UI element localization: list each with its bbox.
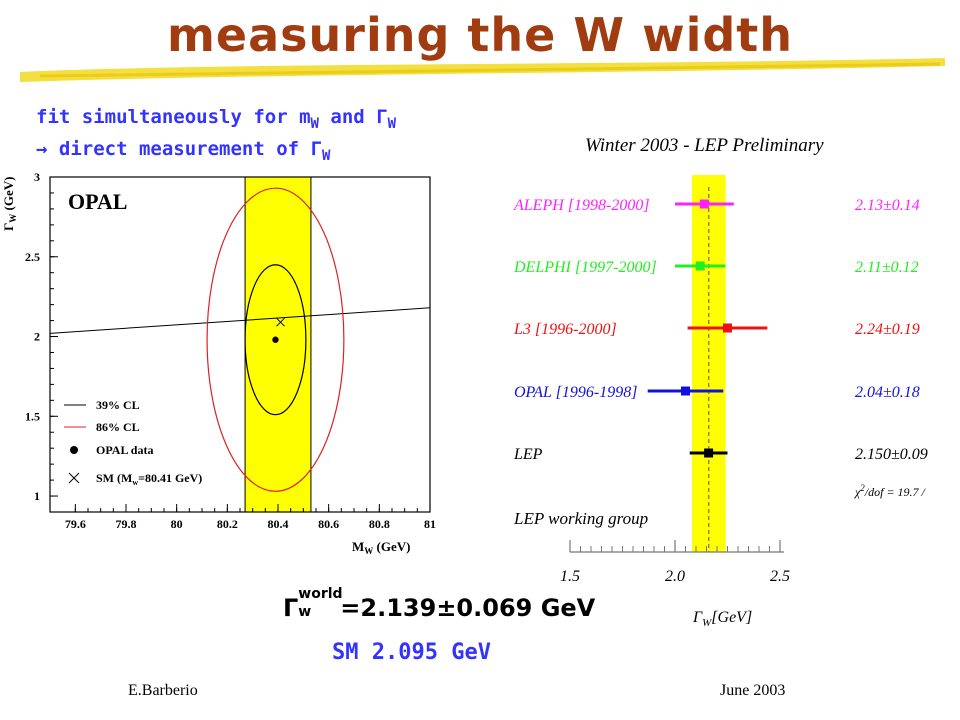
lep-entry-label: OPAL [1996-1998] bbox=[514, 384, 637, 401]
lep-entry-value: 2.13±0.14 bbox=[855, 197, 920, 214]
opal-y-tick-label: 2.5 bbox=[25, 250, 40, 264]
opal-frame bbox=[49, 176, 431, 513]
legend-sm-cross-b bbox=[68, 472, 80, 484]
opal-xlabel-main: M bbox=[352, 539, 364, 554]
gamma-world-value: =2.139±0.069 GeV bbox=[340, 594, 596, 622]
lep-entry-value: 2.11±0.12 bbox=[855, 259, 919, 276]
legend-data-dot bbox=[70, 446, 78, 454]
footer-date: June 2003 bbox=[720, 682, 786, 699]
sm-prediction: SM 2.095 GeV bbox=[332, 640, 491, 665]
opal-x-tick-label: 79.8 bbox=[116, 517, 137, 531]
opal-x-tick-label: 80.2 bbox=[217, 517, 238, 531]
legend-39-label: 39% CL bbox=[96, 398, 140, 412]
lep-footnote: LEP working group bbox=[513, 509, 648, 528]
lep-entries: ALEPH [1998-2000] 2.13±0.14 DELPHI [1997-2… bbox=[513, 197, 928, 463]
fit-line1-gamma-sub: W bbox=[387, 115, 397, 132]
lep-x-tick-label: 2.5 bbox=[770, 568, 790, 585]
lep-entry-marker bbox=[723, 323, 732, 333]
footer-author: E.Barberio bbox=[128, 682, 198, 699]
opal-ylabel-main: Γ bbox=[1, 223, 16, 231]
lep-chi2-sup: 2 bbox=[860, 483, 865, 493]
opal-x-tick-label: 80 bbox=[171, 517, 183, 531]
legend-data-label: OPAL data bbox=[96, 443, 153, 457]
opal-legend: 39% CL 86% CL OPAL data SM (Mw=80.41 GeV… bbox=[64, 398, 202, 487]
fit-line1-sub: W bbox=[310, 115, 319, 132]
opal-ylabel-unit: (GeV) bbox=[1, 177, 16, 214]
lep-entry-label: ALEPH [1998-2000] bbox=[513, 197, 650, 214]
lep-entry-value: 2.150±0.091 bbox=[855, 446, 928, 463]
opal-x-tick-label: 80.4 bbox=[268, 517, 289, 531]
opal-contour-86 bbox=[206, 187, 345, 492]
fit-line-1: fit simultaneously for mW and ΓW bbox=[36, 106, 396, 132]
lep-entry-label: LEP bbox=[513, 446, 543, 463]
lep-entry-marker bbox=[681, 386, 690, 396]
legend-sm-label: SM (Mw=80.41 GeV) bbox=[96, 471, 202, 487]
lep-entry-value: 2.04±0.18 bbox=[855, 384, 920, 401]
opal-y-tick-label: 3 bbox=[34, 170, 40, 184]
opal-x-tick-label: 80.6 bbox=[318, 517, 339, 531]
fit-line2-gamma: Γ bbox=[310, 138, 323, 160]
slide-title: measuring the W width bbox=[166, 8, 794, 62]
lep-xlabel-sub: W bbox=[702, 617, 712, 629]
lep-chi2-main: χ bbox=[854, 485, 861, 499]
opal-contour-plot: 79.6 79.8 80 80.2 80.4 80.6 80.8 81 1 1.5 2 2.5 3 O… bbox=[1, 170, 436, 556]
opal-xlabel: MW (GeV) bbox=[352, 539, 410, 556]
fit-line1-gamma: Γ bbox=[376, 106, 388, 128]
lep-xlabel-main: Γ bbox=[692, 609, 703, 626]
lep-entry-marker bbox=[699, 199, 709, 209]
opal-xlabel-sub: W bbox=[364, 546, 373, 556]
opal-x-tick-label: 80.8 bbox=[369, 517, 390, 531]
lep-x-tick-label: 1.5 bbox=[560, 568, 580, 585]
lep-x-ticks: 1.5 2.0 2.5 bbox=[560, 540, 790, 585]
fit-line1-prefix: fit simultaneously for m bbox=[36, 106, 311, 128]
arrow-icon: → bbox=[36, 138, 48, 160]
opal-experiment-label: OPAL bbox=[68, 189, 127, 214]
opal-x-ticks: 79.6 79.8 80 80.2 80.4 80.6 80.8 81 bbox=[65, 504, 436, 531]
title-underline bbox=[20, 58, 945, 82]
opal-sm-cross-b bbox=[276, 317, 285, 327]
lep-entry-value: 2.24±0.19 bbox=[855, 321, 920, 338]
fit-line-2: → direct measurement of ΓW bbox=[36, 138, 330, 164]
fit-line1-mid: and bbox=[318, 106, 377, 128]
lep-chi2: χ2/dof = 19.7 / 24 bbox=[854, 483, 928, 499]
lep-xlabel-unit: [GeV] bbox=[711, 609, 752, 626]
opal-y-ticks: 1 1.5 2 2.5 3 bbox=[25, 170, 58, 503]
gamma-world-symbol: Γ bbox=[283, 594, 299, 622]
legend-sm-label-main: SM (M bbox=[96, 471, 132, 485]
lep-chi2-tail: /dof = 19.7 / 24 bbox=[864, 485, 928, 499]
lep-entry-label: L3 [1996-2000] bbox=[513, 321, 617, 338]
gamma-world-sub: w bbox=[298, 604, 312, 620]
opal-x-tick-label: 81 bbox=[424, 517, 436, 531]
opal-y-tick-label: 1.5 bbox=[25, 409, 40, 423]
opal-ylabel: ΓW (GeV) bbox=[1, 177, 18, 231]
lep-xlabel: ΓW[GeV] bbox=[692, 609, 752, 629]
opal-data-point bbox=[272, 336, 279, 343]
gamma-world-sup: world bbox=[298, 586, 343, 602]
lep-title: Winter 2003 - LEP Preliminary bbox=[585, 135, 824, 156]
lep-x-tick-label: 2.0 bbox=[665, 568, 685, 585]
opal-mw-band bbox=[244, 176, 312, 513]
legend-sm-label-sub: w bbox=[132, 478, 138, 487]
opal-y-tick-label: 1 bbox=[34, 489, 40, 503]
opal-sm-line bbox=[50, 307, 430, 334]
lep-entry-marker bbox=[695, 261, 705, 271]
opal-xlabel-unit: (GeV) bbox=[373, 539, 410, 554]
opal-y-tick-label: 2 bbox=[34, 330, 40, 344]
legend-sm-label-tail: =80.41 GeV) bbox=[138, 471, 202, 485]
opal-x-tick-label: 79.6 bbox=[65, 517, 86, 531]
opal-contour-39 bbox=[244, 264, 307, 416]
legend-86-label: 86% CL bbox=[96, 420, 140, 434]
lep-entry-label: DELPHI [1997-2000] bbox=[513, 259, 657, 276]
fit-line2-text: direct measurement of bbox=[47, 138, 311, 160]
opal-sm-point bbox=[276, 317, 285, 327]
fit-line2-gamma-sub: W bbox=[322, 147, 331, 164]
lep-entry-marker bbox=[704, 448, 714, 458]
opal-ylabel-sub: W bbox=[8, 214, 18, 223]
lep-width-plot: Winter 2003 - LEP Preliminary ALEPH [199… bbox=[513, 135, 928, 629]
